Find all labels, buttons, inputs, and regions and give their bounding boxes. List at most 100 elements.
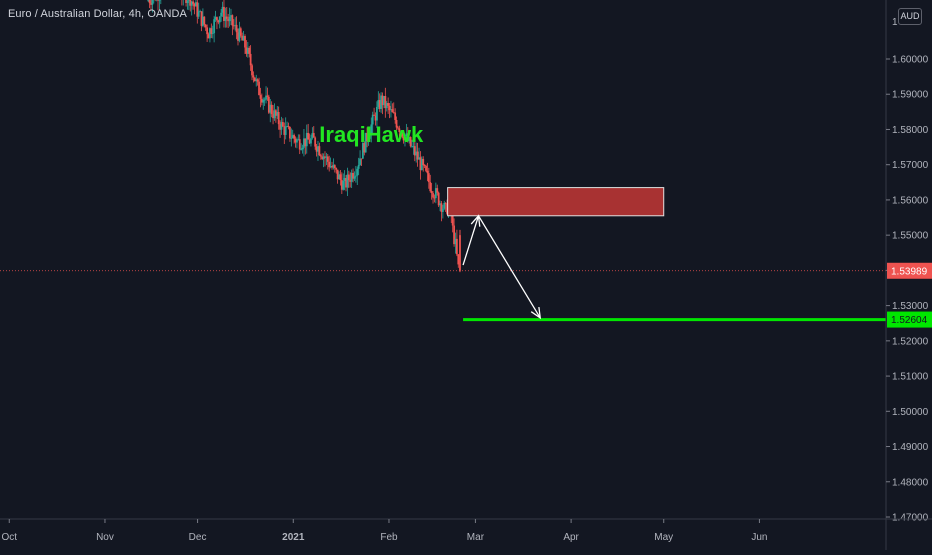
candle-body	[286, 126, 289, 127]
price-tick-label: 1.57000	[892, 160, 929, 171]
candle-body	[331, 166, 333, 168]
candle-body	[260, 98, 263, 103]
candle-body	[280, 122, 283, 130]
candle-body	[157, 0, 159, 1]
candle-body	[432, 193, 434, 198]
candle-body	[443, 202, 446, 209]
candle-body	[401, 131, 404, 137]
candle-body	[265, 95, 267, 100]
candle-body	[411, 146, 413, 147]
candle-body	[300, 149, 303, 151]
candle-body	[371, 114, 374, 125]
candle-body	[311, 133, 314, 139]
current-price-label: 1.53989	[891, 266, 928, 277]
candle-body	[242, 36, 245, 41]
candle-body	[404, 136, 406, 141]
candle-body	[354, 175, 357, 177]
candle-body	[339, 174, 342, 181]
candle-body	[197, 11, 200, 17]
time-tick-label: Jun	[751, 532, 767, 543]
candle-body	[405, 133, 408, 137]
candle-body	[366, 132, 368, 142]
candle-body	[357, 164, 360, 169]
time-axis: Oct Nov Dec 2021 Feb Mar Apr May Jun	[0, 518, 932, 543]
projection-arrow-down[interactable]	[477, 215, 541, 319]
candle-body	[441, 208, 444, 212]
candle-body	[429, 182, 432, 192]
candle-body	[151, 0, 154, 5]
price-tick-label: 1.51000	[892, 372, 929, 383]
candle-body	[426, 170, 429, 174]
price-tick-label: 1.55000	[892, 231, 929, 242]
candle-body	[214, 17, 217, 20]
candle-body	[345, 178, 347, 188]
candle-body	[398, 128, 401, 133]
candle-body	[239, 28, 242, 36]
candle-body	[385, 102, 388, 109]
candle-body	[273, 110, 276, 119]
candle-body	[368, 135, 371, 139]
candle-body	[374, 115, 377, 121]
time-tick-label: Nov	[96, 532, 114, 543]
candle-body	[207, 34, 210, 39]
candle-body	[230, 15, 232, 17]
candle-body	[248, 47, 251, 54]
candle-body	[227, 18, 230, 22]
candle-body	[356, 168, 359, 176]
price-tick-label-partial: 1	[892, 17, 898, 28]
candle-body	[158, 0, 161, 1]
candle-body	[412, 146, 415, 147]
candle-body	[267, 96, 270, 113]
candle-body	[361, 142, 364, 159]
candle-body	[231, 15, 234, 26]
candle-body	[196, 2, 199, 17]
candle-body	[235, 24, 238, 33]
candle-body	[279, 124, 281, 130]
supply-zone-rect[interactable]	[447, 187, 665, 217]
candle-body	[305, 132, 308, 147]
candle-body	[409, 137, 412, 147]
candle-body	[202, 16, 204, 26]
candle-body	[332, 165, 335, 168]
candle-body	[377, 100, 380, 107]
candle-body	[359, 158, 361, 165]
candle-body	[291, 135, 294, 139]
candle-body	[343, 178, 346, 181]
candle-body	[203, 16, 206, 25]
projection-arrow-up[interactable]	[462, 215, 480, 266]
candle-body	[360, 158, 363, 160]
candle-body	[367, 138, 370, 142]
candle-body	[370, 124, 373, 136]
candle-body	[420, 158, 423, 171]
price-tick-label: 1.49000	[892, 442, 929, 453]
candle-body	[338, 174, 340, 180]
candle-body	[353, 176, 356, 179]
candle-body	[290, 138, 293, 139]
candle-body	[269, 104, 272, 113]
candle-body	[186, 0, 189, 3]
candle-body	[436, 188, 439, 193]
candle-body	[312, 133, 315, 138]
candle-body	[237, 32, 239, 41]
candle-body	[317, 146, 319, 152]
candle-body	[272, 114, 274, 119]
candle-body	[395, 120, 398, 128]
chart-title: Euro / Australian Dollar, 4h, OANDA	[8, 8, 187, 20]
candle-body	[211, 33, 214, 34]
candle-body	[350, 172, 353, 182]
candle-body	[383, 95, 385, 106]
currency-badge[interactable]: AUD	[898, 8, 922, 25]
candle-body	[193, 3, 196, 7]
candle-body	[192, 1, 194, 4]
candle-body	[301, 147, 304, 150]
candle-body	[454, 238, 457, 245]
candle-body	[245, 47, 248, 54]
candle-body	[433, 197, 436, 199]
candle-body	[189, 0, 192, 6]
candle-body	[326, 156, 329, 162]
candle-body	[209, 28, 211, 39]
candle-body	[392, 112, 395, 113]
candle-body	[258, 81, 260, 96]
